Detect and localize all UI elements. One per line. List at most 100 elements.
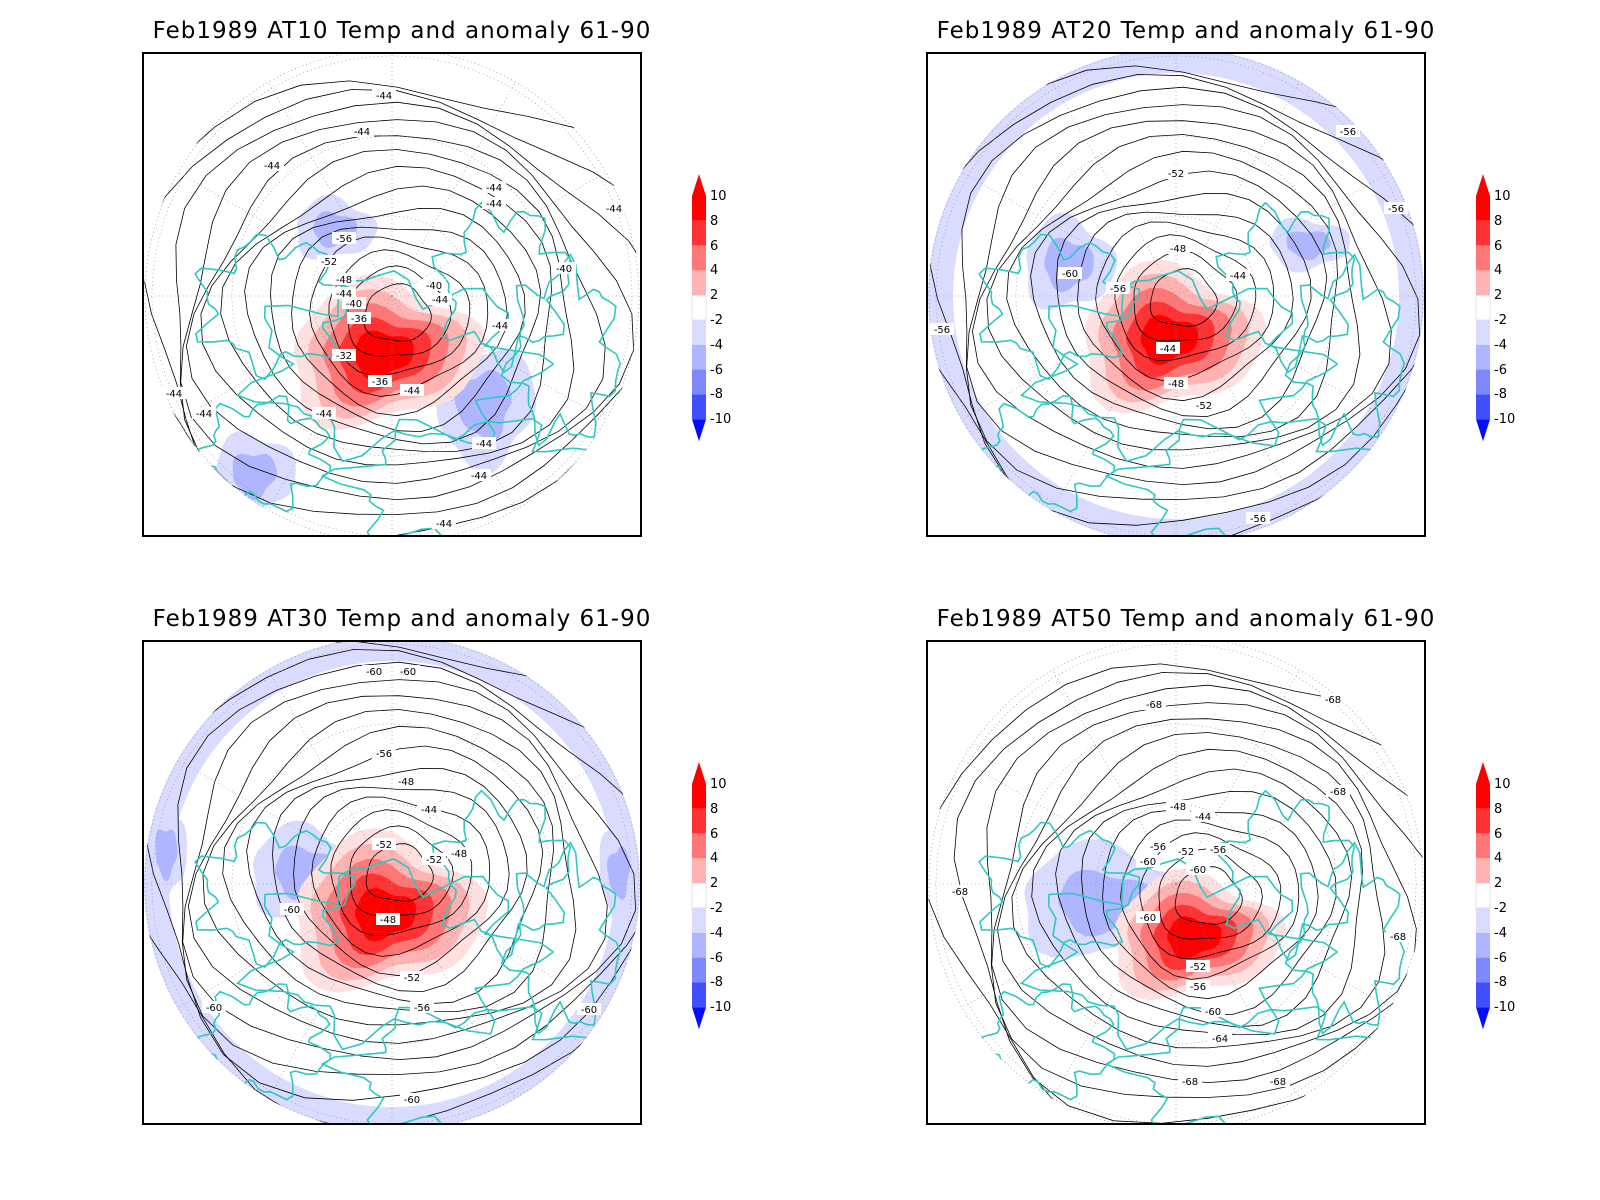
contour-label: -60 [400,1093,424,1106]
svg-text:-68: -68 [1146,700,1162,711]
contour-label: -48 [332,273,356,286]
coastline [1215,201,1356,374]
colorbar: 10 8 6 4 2 -2 -4 -6 -8 -10 [1474,172,1534,452]
contour-label: -44 [467,469,491,482]
meridian-line [391,658,523,885]
colorbar-tick-label: -2 [1494,313,1507,328]
svg-text:-56: -56 [934,325,950,336]
colorbar-tick-label: 6 [1494,826,1503,842]
coastline [1215,789,1356,962]
meridian-line [1175,883,1402,1015]
map-canvas: -56 -52 -60 -56 -56 -48 -44 -44 -48 -52 -56 -56 [928,54,1424,535]
svg-text:-44: -44 [606,204,622,215]
colorbar-tick-label: -4 [710,337,723,353]
panel-at20: Feb1989 AT20 Temp and anomaly 61-90 -56-… [926,0,1600,560]
svg-text:-44: -44 [471,471,487,482]
colorbar-scale [1475,762,1491,1030]
colorbar-segment [692,369,706,395]
svg-text:-32: -32 [336,351,352,362]
panel-at30: Feb1989 AT30 Temp and anomaly 61-90 -60-… [142,588,842,1148]
colorbar-scale [691,174,707,442]
coastline [971,983,1116,1101]
svg-text:-44: -44 [404,386,420,397]
svg-text:-44: -44 [436,519,452,530]
colorbar-tick-label: 6 [1494,238,1503,254]
contour-label: -56 [1336,125,1360,138]
colorbar-segment [692,245,706,271]
colorbar-segment [692,320,706,345]
contour-label: -60 [280,903,304,916]
svg-text:-44: -44 [376,91,392,102]
colorbar: 10 8 6 4 2 -2 -4 -6 -8 -10 [690,760,750,1040]
temperature-contour [1030,170,1328,430]
contour-label: -44 [417,803,441,816]
contour-label: -44 [400,384,424,397]
svg-text:-60: -60 [1140,857,1156,868]
colorbar-tick-label: -8 [1494,387,1507,403]
temperature-contour [180,119,635,501]
contour-label: -44 [602,202,626,215]
contour-label: -40 [552,262,576,275]
meridian-line [1175,753,1402,885]
cold-anomaly-core [607,846,631,900]
colorbar-tick-label: -4 [1494,925,1507,941]
colorbar-segment [692,344,706,370]
polar-map: -68 -68 -68 -48 -44 -56 -52 -56 -60 -60 -60 -68 -68 -… [926,640,1426,1125]
meridian-line [261,883,393,1110]
colorbar-segment [1476,369,1490,395]
contour-label: -56 [1246,512,1270,525]
temperature-contour [986,684,1424,1098]
contour-label: -44 [260,159,284,172]
colorbar-arrow-bottom [1476,1007,1490,1030]
contour-label: -44 [192,407,216,420]
colorbar-tick-label: 10 [710,189,727,204]
meridian-line [950,753,1177,885]
contour-label: -60 [362,665,386,678]
contour-label: -44 [1191,810,1215,823]
svg-text:-44: -44 [354,127,370,138]
contour-label: -44 [332,287,356,300]
colorbar-segment [1476,932,1490,958]
contour-label: -56 [332,232,356,245]
temperature-contour [175,101,640,515]
coastline [235,858,554,1051]
contour-label: -48 [394,775,418,788]
svg-text:-44: -44 [486,183,502,194]
temperature-contour [330,809,473,936]
colorbar-tick-label: 4 [710,263,719,279]
colorbar-tick-label: -10 [1494,412,1516,428]
contour-label: -44 [482,197,506,210]
svg-text:-44: -44 [264,161,280,172]
colorbar-segment [1476,196,1490,221]
contour-label: -68 [1142,698,1166,711]
colorbar-segment [1476,833,1490,859]
colorbar-segment [692,982,706,1008]
svg-text:-44: -44 [476,439,492,450]
contour-label: -44 [350,125,374,138]
temperature-contour [244,185,542,445]
temperature-contour [1158,848,1263,940]
colorbar-tick-label: -10 [710,1000,732,1016]
colorbar-arrow-bottom [692,419,706,442]
warm-anomaly-area [352,330,414,381]
contour-label: -44 [1226,269,1250,282]
meridian-line [391,70,523,297]
colorbar-tick-label: -2 [710,313,723,328]
contour-label: -60 [396,665,420,678]
svg-text:-44: -44 [492,321,508,332]
contour-label: -52 [1186,960,1210,973]
colorbar-tick-label: -6 [1494,950,1507,966]
colorbar-tick-label: 8 [710,213,719,229]
contour-label: -56 [1146,840,1170,853]
contour-label: -52 [422,853,446,866]
temperature-contour [996,718,1417,1067]
temperature-contour [1095,221,1275,382]
temperature-contour [349,825,454,917]
contour-label: -56 [372,747,396,760]
svg-text:-60: -60 [404,1095,420,1106]
contour-label: -40 [422,279,446,292]
meridian-line [261,70,393,297]
contour-label: -52 [372,838,396,851]
colorbar-scale [1475,174,1491,442]
polar-map: -56 -52 -60 -56 -56 -48 -44 -44 -48 -52 -56 -56 [926,52,1426,537]
